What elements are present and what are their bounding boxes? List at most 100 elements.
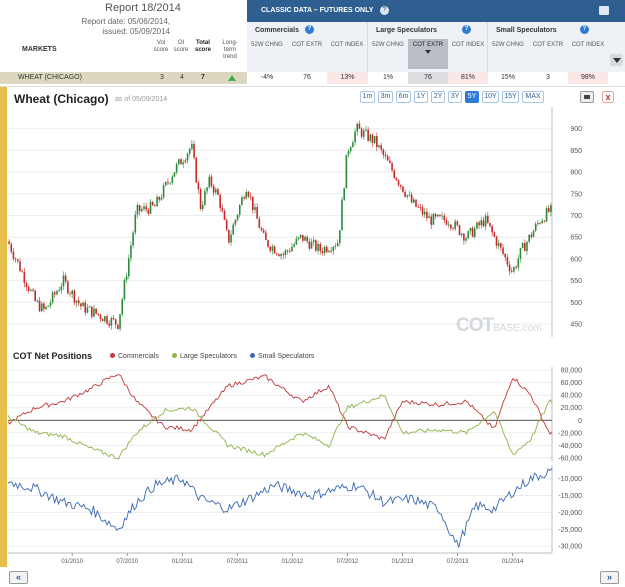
small-index: 98%: [568, 72, 608, 84]
candle-body: [443, 215, 446, 221]
total-score-header: Total score: [194, 40, 211, 53]
trend-header: Long-term trend: [222, 40, 238, 60]
candle-body: [547, 208, 550, 212]
print-icon[interactable]: [599, 6, 609, 15]
candle-body: [526, 241, 528, 252]
candle-body: [95, 308, 97, 314]
as-of-date: as of 05/09/2014: [115, 96, 168, 103]
help-icon[interactable]: ?: [305, 25, 314, 34]
candle-body: [67, 281, 69, 294]
candle-body: [12, 251, 15, 259]
col-cot-index[interactable]: COT INDEX: [330, 42, 364, 48]
series-commercials: [7, 374, 553, 440]
candle-body: [521, 242, 524, 248]
previous-button[interactable]: «: [9, 571, 28, 584]
oi-score-header: OI score: [173, 40, 189, 53]
oi-score: 4: [180, 74, 184, 81]
col-52w-chng[interactable]: 52W CHNG: [492, 42, 524, 48]
candle-body: [97, 313, 100, 315]
chart-panel: Wheat (Chicago) as of 05/09/2014 1m 3m 6m 1…: [0, 86, 625, 587]
legend-dot: [172, 353, 177, 358]
legend-small-speculators[interactable]: Small Speculators: [250, 353, 314, 360]
zoom-3m-button[interactable]: 3m: [378, 91, 393, 103]
help-icon[interactable]: ?: [380, 6, 389, 15]
candle-body: [58, 290, 60, 292]
candle-body: [436, 214, 439, 217]
candle-body: [365, 129, 367, 131]
market-row-wheat[interactable]: WHEAT (CHICAGO) 3 4 7 -4% 76 13% 1% 76 8…: [0, 72, 625, 84]
candle-body: [508, 264, 511, 272]
help-icon[interactable]: ?: [462, 25, 471, 34]
candle-body: [101, 318, 104, 322]
candle-body: [539, 222, 541, 224]
candle-body: [112, 317, 115, 320]
candle-body: [40, 303, 43, 312]
candle-body: [284, 250, 287, 255]
candle-body: [384, 154, 387, 157]
zoom-3y-button[interactable]: 3Y: [448, 91, 462, 103]
candle-body: [106, 316, 108, 324]
candle-body: [352, 142, 354, 148]
candle-body: [280, 254, 282, 257]
zoom-15y-button[interactable]: 15Y: [502, 91, 519, 103]
legend-large-speculators[interactable]: Large Speculators: [172, 353, 237, 360]
candle-body: [180, 159, 182, 165]
candle-body: [417, 206, 419, 208]
col-cot-extr-active[interactable]: COT EXTR: [408, 39, 448, 69]
candle-body: [500, 243, 502, 248]
comm-index: 13%: [327, 72, 368, 84]
zoom-2y-button[interactable]: 2Y: [431, 91, 445, 103]
col-cot-index[interactable]: COT INDEX: [451, 42, 485, 48]
vol-score-header: Vol score: [153, 40, 169, 53]
zoom-6m-button[interactable]: 6m: [396, 91, 411, 103]
candle-body: [108, 323, 110, 326]
col-cot-index[interactable]: COT INDEX: [571, 42, 605, 48]
candle-body: [482, 220, 485, 227]
candle-body: [347, 151, 350, 155]
candle-body: [217, 189, 219, 195]
cot-title: COT Net Positions: [13, 351, 93, 361]
legend-commercials[interactable]: Commercials: [110, 353, 159, 360]
candle-body: [236, 214, 239, 220]
zoom-1y-button[interactable]: 1Y: [414, 91, 428, 103]
candle-body: [360, 128, 363, 137]
col-52w-chng[interactable]: 52W CHNG: [372, 42, 404, 48]
next-button[interactable]: »: [600, 571, 619, 584]
candle-body: [16, 259, 19, 262]
scroll-down-button[interactable]: [610, 54, 623, 66]
candle-body: [550, 205, 552, 212]
candle-body: [243, 197, 245, 199]
zoom-10y-button[interactable]: 10Y: [482, 91, 499, 103]
y-tick-label: -20,000: [558, 510, 582, 517]
candle-body: [330, 250, 332, 252]
candle-body: [93, 308, 95, 317]
candle-body: [182, 162, 184, 165]
print-chart-button[interactable]: [580, 91, 594, 103]
candle-body: [532, 230, 535, 237]
candle-body: [34, 290, 36, 302]
comm-52w: -4%: [260, 74, 274, 81]
candle-body: [238, 205, 241, 215]
candle-body: [149, 201, 152, 214]
candle-body: [345, 154, 348, 189]
candle-body: [49, 302, 52, 306]
close-chart-button[interactable]: x: [602, 91, 614, 103]
zoom-5y-button[interactable]: 5Y: [465, 91, 479, 103]
candle-body: [367, 129, 369, 141]
col-cot-extr[interactable]: COT EXTR: [532, 42, 564, 48]
y-tick-label: -10,000: [558, 476, 582, 483]
candle-body: [71, 290, 73, 294]
candle-body: [206, 187, 208, 192]
candle-body: [175, 164, 178, 173]
candle-body: [460, 233, 463, 235]
col-cot-extr[interactable]: COT EXTR: [291, 42, 323, 48]
help-icon[interactable]: ?: [580, 25, 589, 34]
zoom-max-button[interactable]: MAX: [522, 91, 544, 103]
report-issued: issued: 05/09/2014: [102, 27, 170, 36]
col-52w-chng[interactable]: 52W CHNG: [251, 42, 283, 48]
candle-body: [8, 241, 10, 245]
candle-body: [154, 205, 156, 207]
zoom-1m-button[interactable]: 1m: [360, 91, 375, 103]
candle-body: [245, 191, 248, 199]
x-tick-label: 07/2011: [227, 559, 249, 565]
